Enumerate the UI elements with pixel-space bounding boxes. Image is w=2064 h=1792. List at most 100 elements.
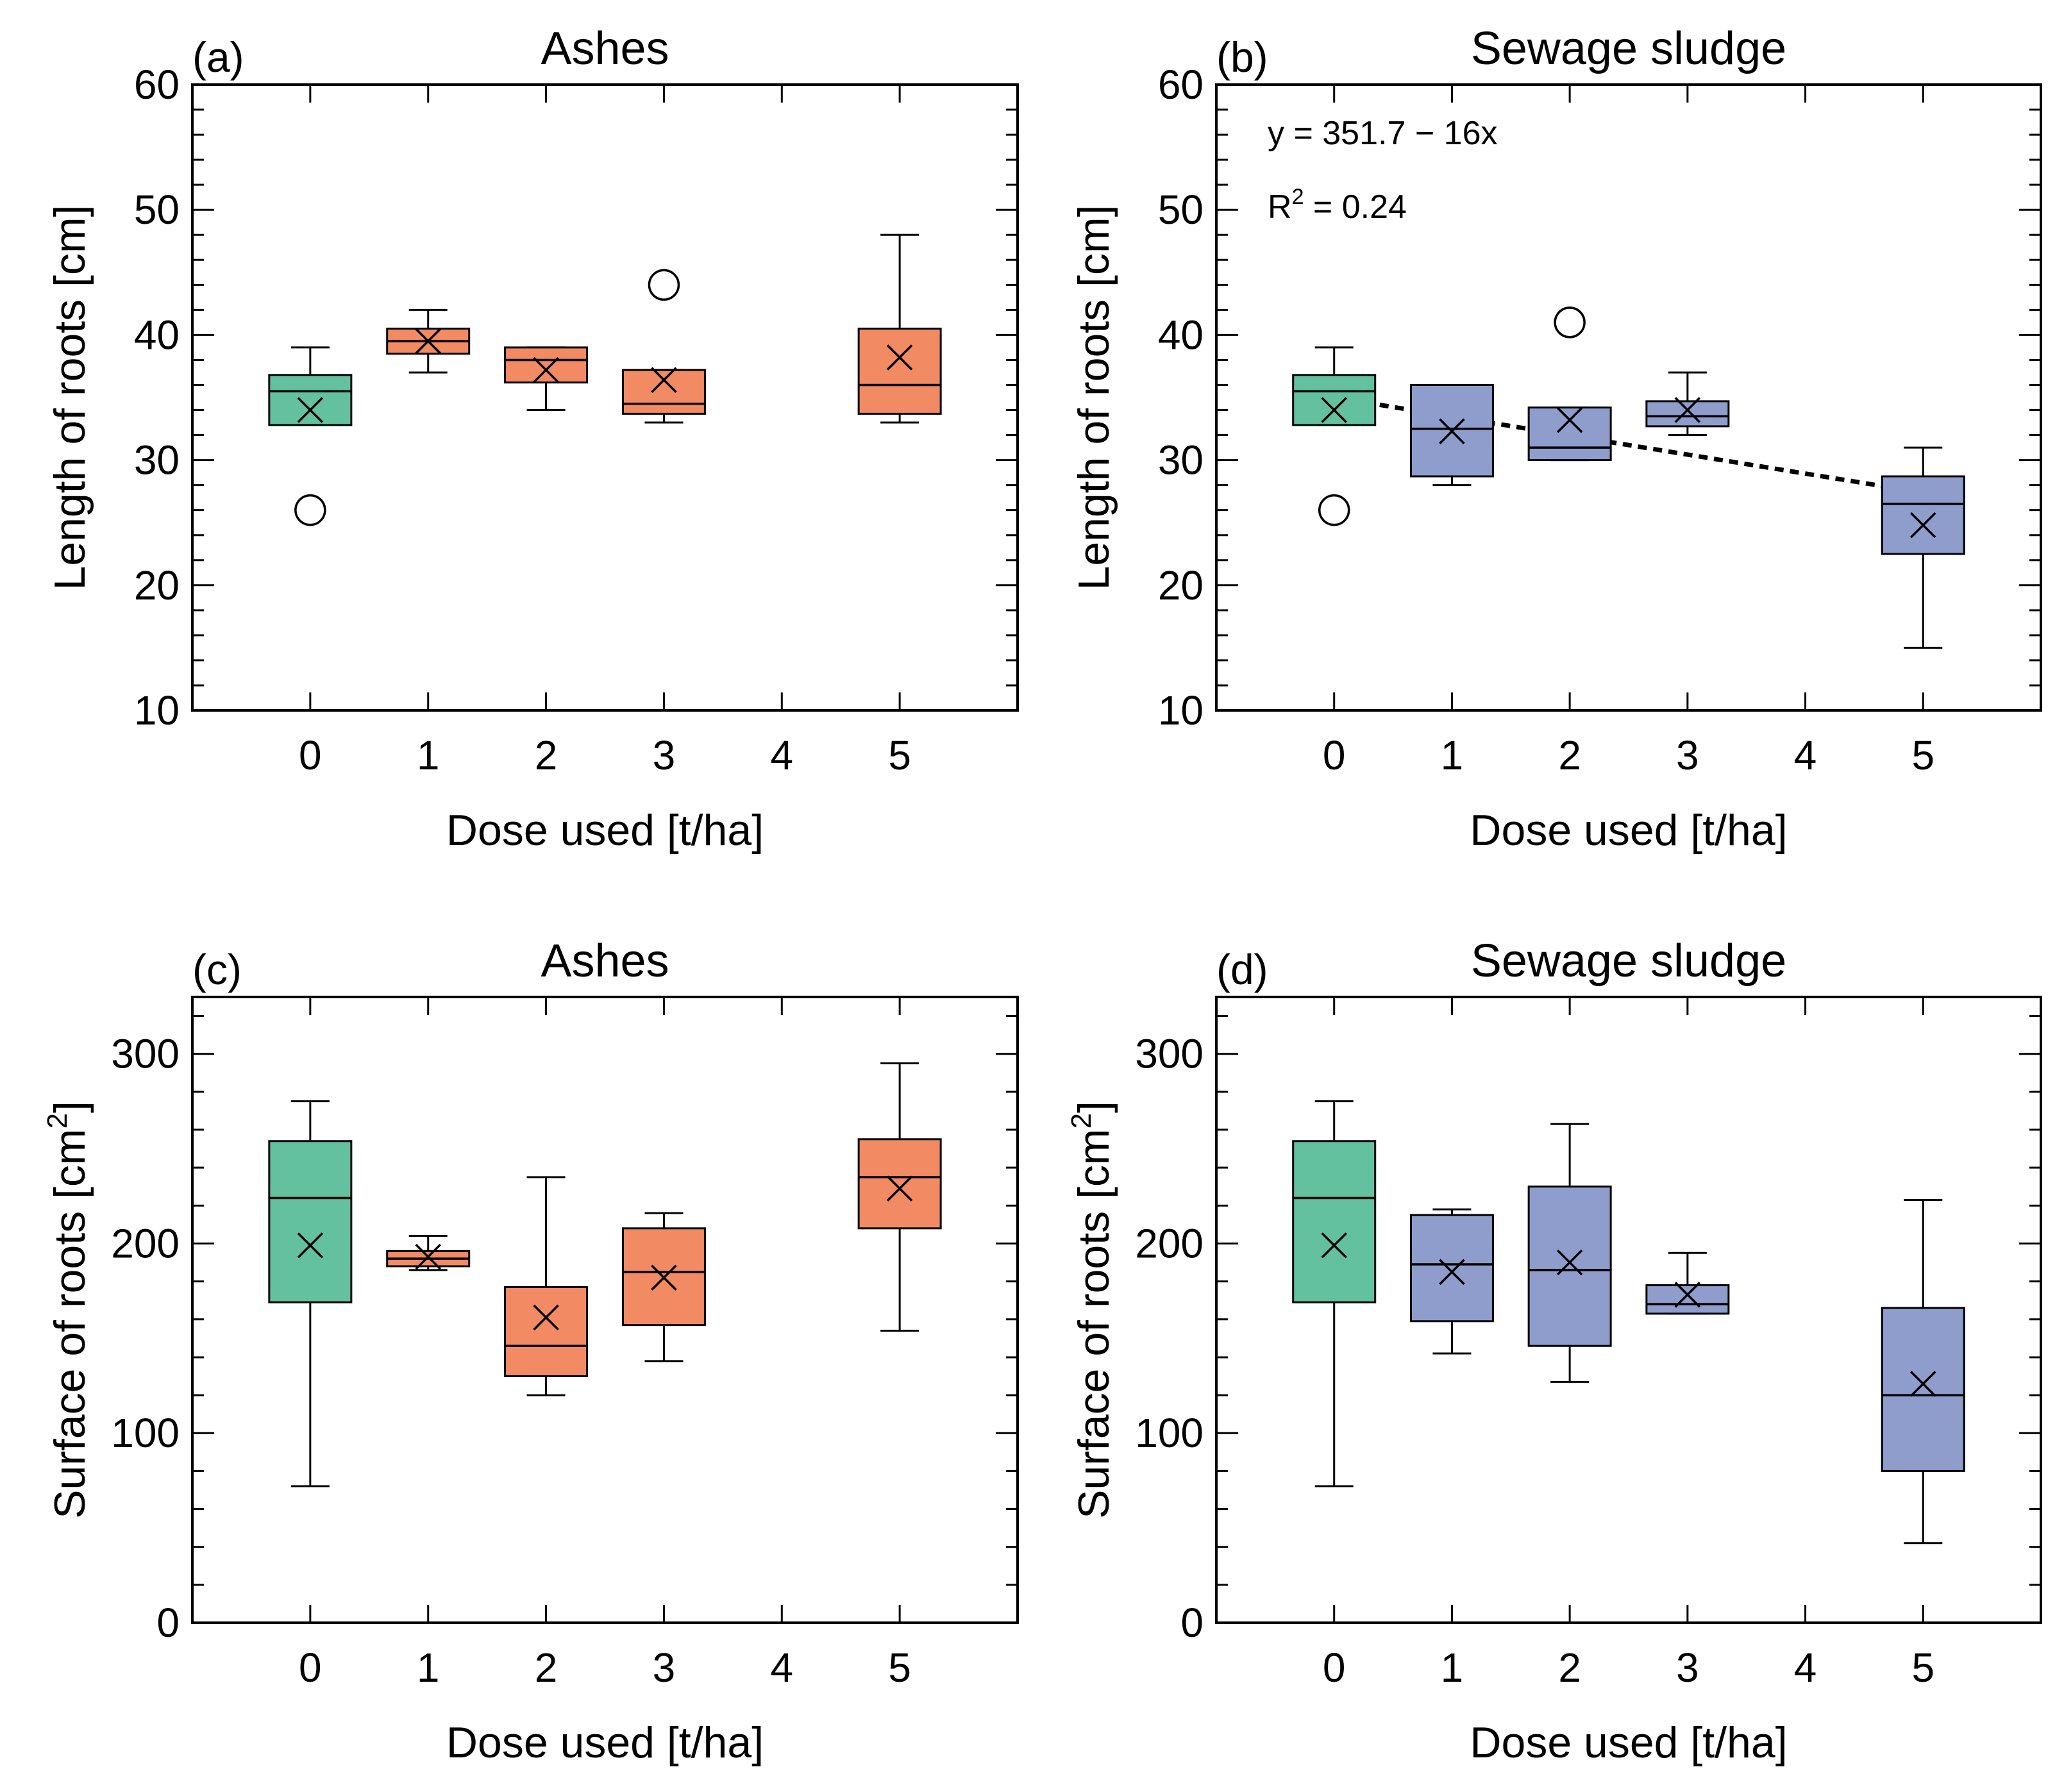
x-tick-label: 5 bbox=[1911, 1645, 1934, 1691]
x-tick-label: 1 bbox=[1441, 732, 1464, 778]
x-axis-label: Dose used [t/ha] bbox=[1470, 806, 1787, 855]
x-tick-label: 5 bbox=[888, 732, 911, 778]
x-tick-label: 0 bbox=[1323, 1645, 1346, 1691]
mean-marker bbox=[1556, 406, 1583, 433]
box-dose-3 bbox=[1645, 371, 1730, 437]
box-dose-2 bbox=[504, 346, 589, 412]
box-iqr bbox=[1292, 1140, 1377, 1303]
y-axis-label-end: ] bbox=[1070, 1101, 1118, 1113]
box-iqr bbox=[1645, 400, 1730, 428]
panel-b: 10 20 30 40 50 60 0 1 2 3 4 5 Dose used [t/ha] Length… bbox=[1070, 23, 2042, 855]
x-axis-label: Dose used [t/ha] bbox=[446, 1718, 764, 1767]
panel-letter: (b) bbox=[1216, 33, 1268, 81]
y-axis-label: Length of roots [cm] bbox=[46, 205, 94, 590]
plot-frame bbox=[191, 996, 1019, 1624]
box-dose-1 bbox=[1409, 1208, 1494, 1355]
y-tick-label: 60 bbox=[1158, 62, 1204, 108]
box-dose-0 bbox=[268, 346, 353, 526]
box-dose-5 bbox=[1881, 1198, 1965, 1545]
mean-marker bbox=[651, 1264, 677, 1291]
box-dose-2 bbox=[1527, 306, 1612, 462]
x-tick-label: 2 bbox=[535, 1645, 558, 1691]
x-tick-label: 2 bbox=[1558, 732, 1581, 778]
x-tick-label: 1 bbox=[417, 732, 440, 778]
plot-frame bbox=[191, 83, 1019, 712]
mean-marker bbox=[1674, 397, 1701, 423]
box-iqr bbox=[268, 374, 353, 426]
box-iqr bbox=[857, 1138, 942, 1230]
mean-marker bbox=[886, 344, 913, 371]
mean-marker bbox=[886, 1175, 913, 1202]
y-tick-label: 50 bbox=[134, 187, 180, 233]
box-dose-5 bbox=[857, 1062, 942, 1332]
box-iqr bbox=[1292, 374, 1377, 426]
x-axis-label: Dose used [t/ha] bbox=[446, 806, 764, 855]
y-tick-label: 40 bbox=[1158, 312, 1204, 358]
mean-marker bbox=[1674, 1282, 1701, 1308]
mean-marker bbox=[1321, 1232, 1347, 1259]
mean-marker bbox=[1910, 512, 1936, 539]
box-dose-3 bbox=[621, 1212, 706, 1362]
y-axis-label-superscript: 2 bbox=[1066, 1113, 1097, 1128]
box-iqr bbox=[268, 1140, 353, 1303]
regression-equation: y = 351.7 − 16x bbox=[1268, 115, 1498, 152]
x-tick-label: 0 bbox=[1323, 732, 1346, 778]
x-tick-label: 2 bbox=[1558, 1645, 1581, 1691]
y-tick-label: 20 bbox=[134, 562, 180, 608]
y-axis-label: Surface of roots [cm2] bbox=[1066, 1101, 1118, 1519]
x-tick-label: 0 bbox=[299, 1645, 322, 1691]
x-tick-label: 3 bbox=[653, 732, 676, 778]
plot-frame bbox=[1215, 83, 2042, 712]
mean-marker bbox=[415, 1243, 441, 1270]
box-iqr bbox=[1527, 1185, 1612, 1347]
box-dose-0 bbox=[1292, 1100, 1377, 1487]
y-axis-label-text: Surface of roots [cm bbox=[1070, 1128, 1118, 1518]
x-tick-label: 3 bbox=[1676, 1645, 1699, 1691]
x-tick-label: 1 bbox=[1441, 1645, 1464, 1691]
y-axis-label: Length of roots [cm] bbox=[1070, 205, 1118, 590]
box-dose-0 bbox=[268, 1100, 353, 1487]
mean-marker bbox=[1910, 1371, 1936, 1397]
box-dose-5 bbox=[1881, 446, 1965, 649]
box-iqr bbox=[621, 369, 706, 415]
panel-title: Ashes bbox=[541, 935, 669, 987]
x-tick-label: 4 bbox=[770, 1645, 793, 1691]
box-dose-2 bbox=[504, 1176, 589, 1396]
panel-a: 10 20 30 40 50 60 0 1 2 3 4 5 Dose used [t/ha] Length… bbox=[46, 23, 1019, 855]
box-iqr bbox=[1645, 1284, 1730, 1315]
x-tick-label: 3 bbox=[653, 1645, 676, 1691]
y-tick-label: 300 bbox=[1135, 1031, 1204, 1077]
box-dose-3 bbox=[621, 269, 706, 424]
mean-marker bbox=[1439, 1259, 1465, 1285]
y-tick-label: 200 bbox=[111, 1220, 180, 1266]
box-dose-0 bbox=[1292, 346, 1377, 526]
y-tick-label: 30 bbox=[134, 437, 180, 483]
y-tick-label: 20 bbox=[1158, 562, 1204, 608]
y-tick-label: 300 bbox=[111, 1031, 180, 1077]
y-axis-label-end: ] bbox=[46, 1101, 94, 1113]
x-tick-label: 4 bbox=[1794, 1645, 1817, 1691]
r-squared: R2 = 0.24 bbox=[1268, 185, 1407, 226]
mean-marker bbox=[651, 367, 677, 393]
x-tick-label: 2 bbox=[535, 732, 558, 778]
panel-title: Ashes bbox=[541, 23, 669, 74]
x-tick-label: 3 bbox=[1676, 732, 1699, 778]
outlier-point bbox=[1554, 306, 1586, 339]
y-tick-label: 50 bbox=[1158, 187, 1204, 233]
y-tick-label: 100 bbox=[111, 1410, 180, 1456]
box-dose-5 bbox=[857, 233, 942, 424]
x-tick-label: 5 bbox=[1911, 732, 1934, 778]
y-tick-label: 100 bbox=[1135, 1410, 1204, 1456]
box-iqr bbox=[1527, 406, 1612, 462]
y-axis-label-text: Surface of roots [cm bbox=[46, 1128, 94, 1518]
mean-marker bbox=[533, 356, 559, 383]
y-axis-label-text: Length of roots [cm] bbox=[1070, 205, 1118, 590]
x-tick-label: 0 bbox=[299, 732, 322, 778]
y-axis-label-text: Length of roots [cm] bbox=[46, 205, 94, 590]
mean-marker bbox=[1321, 397, 1347, 423]
box-iqr bbox=[1409, 1214, 1494, 1323]
mean-marker bbox=[1556, 1249, 1583, 1276]
box-iqr bbox=[1881, 1307, 1965, 1472]
box-iqr bbox=[504, 1286, 589, 1378]
